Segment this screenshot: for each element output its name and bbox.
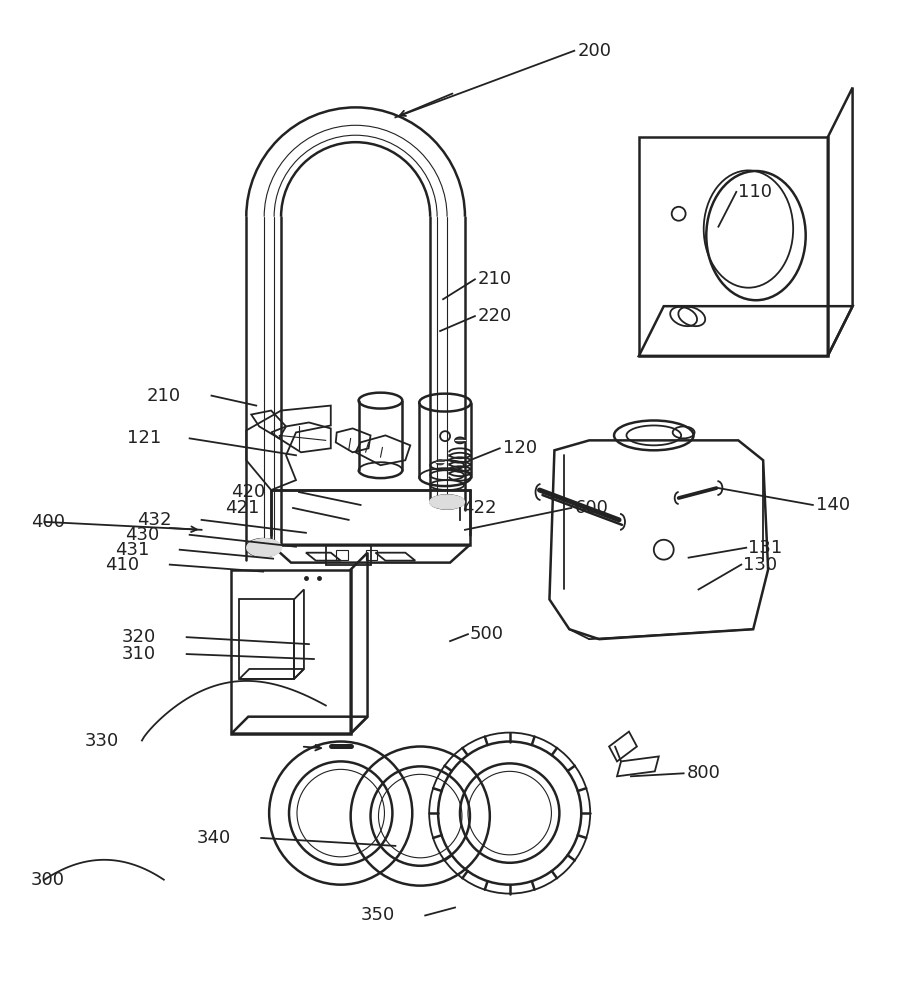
Ellipse shape	[436, 460, 444, 465]
Text: 210: 210	[147, 387, 181, 405]
Text: 121: 121	[127, 429, 161, 447]
Ellipse shape	[430, 495, 465, 509]
Ellipse shape	[455, 437, 465, 443]
Text: 600: 600	[574, 499, 608, 517]
Text: 140: 140	[816, 496, 850, 514]
Text: 430: 430	[125, 526, 160, 544]
Text: 350: 350	[360, 906, 395, 924]
Text: 432: 432	[137, 511, 171, 529]
Text: 420: 420	[231, 483, 266, 501]
Text: 421: 421	[226, 499, 260, 517]
Text: 210: 210	[478, 270, 512, 288]
Text: 220: 220	[478, 307, 512, 325]
Text: 110: 110	[738, 183, 772, 201]
Text: 310: 310	[122, 645, 156, 663]
Text: 410: 410	[105, 556, 139, 574]
Text: 130: 130	[744, 556, 778, 574]
Text: 330: 330	[84, 732, 118, 750]
Text: 320: 320	[122, 628, 156, 646]
Text: 422: 422	[462, 499, 496, 517]
Text: 131: 131	[748, 539, 782, 557]
Text: 340: 340	[196, 829, 231, 847]
Ellipse shape	[247, 539, 282, 557]
Text: 431: 431	[116, 541, 149, 559]
Text: 800: 800	[687, 764, 721, 782]
Text: 200: 200	[578, 42, 612, 60]
Text: 400: 400	[30, 513, 64, 531]
Text: 300: 300	[30, 871, 64, 889]
Text: 500: 500	[470, 625, 504, 643]
Text: 120: 120	[503, 439, 536, 457]
